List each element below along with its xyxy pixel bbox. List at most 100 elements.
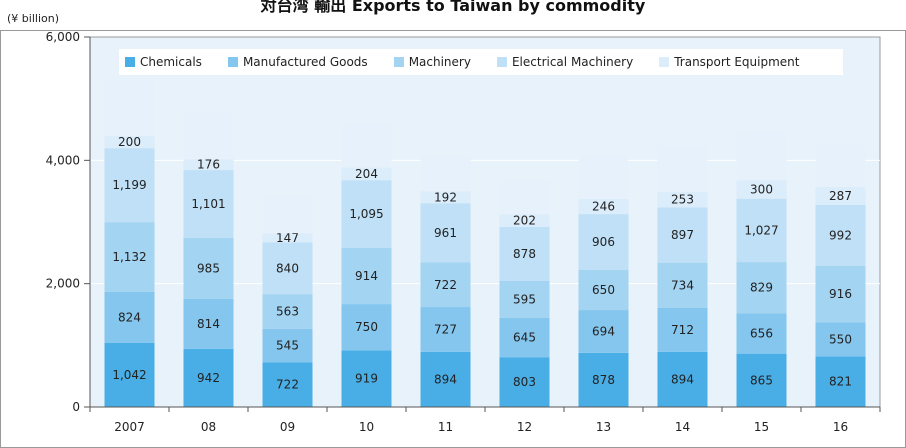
data-label: 914: [355, 269, 378, 283]
bar-machinery: [262, 294, 313, 329]
bar-other: [499, 179, 550, 215]
data-label: 897: [671, 228, 694, 242]
legend-item: Transport Equipment: [659, 55, 799, 69]
bar-manufactured-goods: [736, 313, 787, 354]
x-tick-label: 15: [754, 420, 769, 434]
data-label: 894: [434, 372, 457, 386]
bar-machinery: [736, 262, 787, 314]
bar-other: [578, 155, 629, 199]
x-tick-label: 09: [280, 420, 295, 434]
x-tick-label: 12: [517, 420, 532, 434]
data-label: 1,027: [744, 223, 778, 237]
legend-swatch: [659, 57, 670, 67]
data-label: 204: [355, 167, 378, 181]
bar-transport-equipment: [578, 198, 629, 215]
bar-chemicals: [104, 342, 155, 407]
data-label: 942: [197, 371, 220, 385]
bar-machinery: [341, 247, 392, 305]
bar-transport-equipment: [499, 214, 550, 227]
data-label: 147: [276, 231, 299, 245]
x-tick-label: 16: [833, 420, 848, 434]
data-label: 650: [592, 283, 615, 297]
data-label: 919: [355, 372, 378, 386]
legend-label: Chemicals: [140, 55, 202, 69]
data-label: 1,132: [112, 250, 146, 264]
bar-other: [104, 79, 155, 136]
legend-label: Machinery: [408, 55, 471, 69]
bar-chemicals: [183, 348, 234, 407]
bar-other: [262, 196, 313, 234]
legend-label: Transport Equipment: [674, 55, 800, 69]
bar-manufactured-goods: [657, 307, 708, 352]
data-label: 1,042: [112, 368, 146, 382]
bar-transport-equipment: [341, 167, 392, 181]
bar-electrical-machinery: [578, 214, 629, 270]
bar-chemicals: [578, 352, 629, 407]
bar-transport-equipment: [104, 135, 155, 149]
bar-machinery: [815, 265, 866, 323]
y-tick-label: 6,000: [46, 30, 80, 44]
data-label: 694: [592, 324, 615, 338]
legend-item: Machinery: [393, 55, 471, 69]
data-label: 246: [592, 200, 615, 214]
bar-manufactured-goods: [420, 307, 471, 352]
x-tick-label: 10: [359, 420, 374, 434]
x-tick-label: 11: [438, 420, 453, 434]
data-label: 1,095: [349, 207, 383, 221]
data-label: 563: [276, 305, 299, 319]
data-label: 734: [671, 278, 694, 292]
legend-swatch: [227, 57, 238, 67]
bar-other: [657, 146, 708, 192]
x-tick-label: 2007: [114, 420, 145, 434]
data-label: 829: [750, 281, 773, 295]
bar-chemicals: [736, 353, 787, 407]
bar-transport-equipment: [262, 233, 313, 243]
data-label: 287: [829, 189, 852, 203]
data-label: 712: [671, 323, 694, 337]
bar-manufactured-goods: [183, 298, 234, 349]
y-tick-label: 4,000: [46, 153, 80, 167]
bar-electrical-machinery: [815, 204, 866, 266]
bar-chemicals: [341, 350, 392, 407]
bar-transport-equipment: [420, 191, 471, 204]
bar-chemicals: [815, 356, 866, 407]
bar-electrical-machinery: [262, 242, 313, 295]
bar-transport-equipment: [736, 180, 787, 199]
data-label: 550: [829, 332, 852, 346]
bar-manufactured-goods: [499, 317, 550, 358]
bar-other: [420, 155, 471, 192]
bar-electrical-machinery: [341, 180, 392, 248]
bar-electrical-machinery: [499, 226, 550, 282]
data-label: 750: [355, 320, 378, 334]
bar-other: [736, 130, 787, 181]
bar-other: [815, 142, 866, 188]
data-label: 878: [592, 373, 615, 387]
bar-manufactured-goods: [104, 291, 155, 343]
data-label: 253: [671, 193, 694, 207]
x-tick-label: 08: [201, 420, 216, 434]
data-label: 824: [118, 310, 141, 324]
data-label: 192: [434, 190, 457, 204]
bar-other: [341, 123, 392, 168]
bar-machinery: [420, 262, 471, 308]
legend: Chemicals Manufactured Goods Machinery Elec…: [119, 49, 843, 75]
data-label: 878: [513, 247, 536, 261]
bar-electrical-machinery: [657, 207, 708, 263]
chart-title: 対台湾 輸出 Exports to Taiwan by commodity: [260, 0, 646, 15]
data-label: 545: [276, 339, 299, 353]
bar-manufactured-goods: [262, 328, 313, 363]
bar-machinery: [657, 262, 708, 308]
bar-chemicals: [420, 351, 471, 407]
bar-electrical-machinery: [183, 170, 234, 238]
bar-electrical-machinery: [104, 148, 155, 223]
bar-manufactured-goods: [815, 322, 866, 357]
bar-transport-equipment: [815, 187, 866, 205]
data-label: 202: [513, 214, 536, 228]
data-label: 727: [434, 322, 457, 336]
y-tick-label: 2,000: [46, 277, 80, 291]
data-label: 894: [671, 372, 694, 386]
data-label: 865: [750, 373, 773, 387]
bar-chemicals: [657, 351, 708, 407]
